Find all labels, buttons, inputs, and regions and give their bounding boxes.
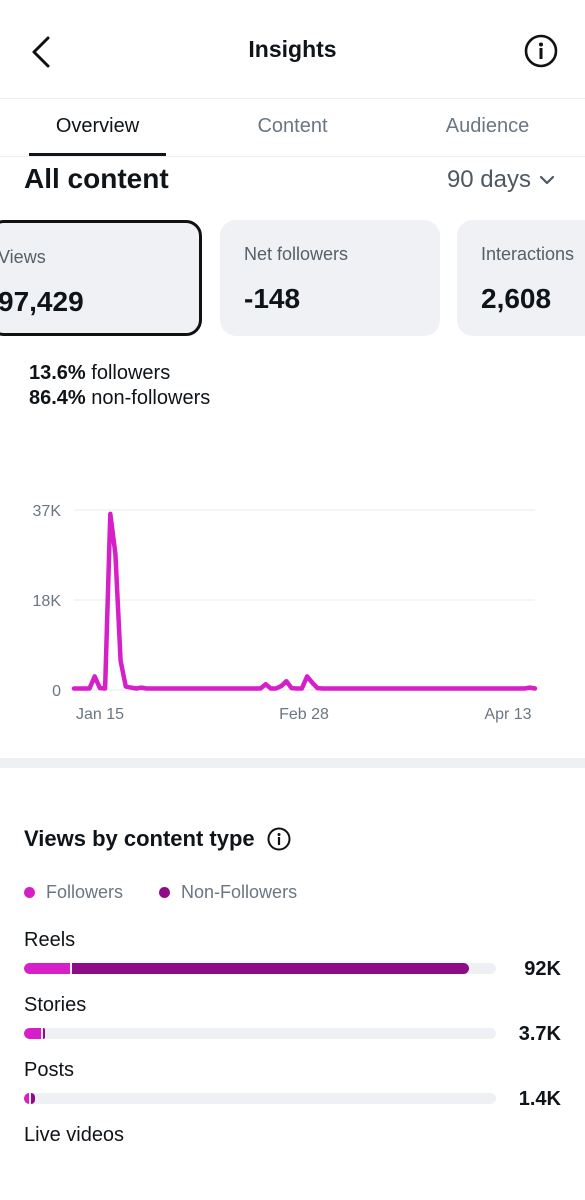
bar-posts	[24, 1093, 496, 1104]
bar-followers-segment	[24, 963, 70, 974]
breakdown-legend: Followers Non-Followers	[24, 882, 297, 903]
y-tick-label: 37K	[33, 503, 62, 520]
tab-audience[interactable]: Audience	[445, 115, 530, 137]
metric-label: Net followers	[244, 244, 349, 264]
metric-value: 2,608	[481, 283, 552, 314]
info-button[interactable]	[524, 34, 558, 68]
legend-followers: Followers	[24, 882, 123, 903]
metric-card-net-followers[interactable]: Net followers -148	[220, 220, 440, 336]
audience-split: 13.6% followers 86.4% non-followers	[29, 361, 210, 411]
row-label-stories: Stories	[24, 994, 87, 1016]
nonfollowers-dot	[159, 887, 171, 898]
followers-dot	[24, 887, 35, 898]
nonfollowers-share: 86.4% non-followers	[29, 387, 211, 409]
date-range-label: 90 days	[446, 166, 531, 193]
tab-bar: Overview Content Audience	[0, 99, 585, 157]
bar-nonfollowers-segment	[31, 1093, 35, 1104]
top-bar: Insights	[0, 0, 585, 99]
bar-nonfollowers-segment	[43, 1028, 45, 1039]
row-label-live-videos: Live videos	[24, 1124, 125, 1146]
row-value-stories: 3.7K	[518, 1023, 561, 1045]
page-title: Insights	[248, 36, 337, 62]
metric-value: 97,429	[0, 286, 84, 317]
section-divider	[0, 758, 585, 768]
x-tick-label: Jan 15	[76, 706, 124, 723]
x-tick-label: Feb 28	[279, 706, 329, 723]
bar-followers-segment	[24, 1093, 29, 1104]
x-tick-label: Apr 13	[484, 706, 531, 723]
info-circle-icon	[524, 34, 558, 68]
y-tick-label: 0	[52, 683, 61, 700]
active-tab-indicator	[29, 153, 166, 156]
section-title: All content	[24, 163, 169, 194]
date-range-dropdown[interactable]: 90 days	[447, 166, 555, 194]
metric-label: Interactions	[481, 244, 575, 264]
metric-label: Views	[0, 247, 46, 267]
back-button[interactable]	[26, 32, 62, 72]
y-tick-label: 18K	[33, 593, 62, 610]
info-circle-icon[interactable]	[267, 827, 291, 851]
metric-card-views[interactable]: Views 97,429	[0, 220, 202, 336]
followers-share: 13.6% followers	[29, 362, 171, 384]
metric-value: -148	[244, 283, 301, 314]
metric-card-interactions[interactable]: Interactions 2,608	[457, 220, 585, 336]
bar-nonfollowers-segment	[72, 963, 469, 974]
legend-nonfollowers: Non-Followers	[159, 882, 297, 903]
tab-overview[interactable]: Overview	[55, 115, 140, 137]
bar-followers-segment	[24, 1028, 41, 1039]
bar-reels	[24, 963, 496, 974]
row-value-posts: 1.4K	[518, 1088, 561, 1110]
breakdown-title: Views by content type	[24, 826, 291, 852]
row-label-reels: Reels	[24, 929, 76, 951]
views-series-line	[71, 511, 538, 691]
row-value-reels: 92K	[524, 958, 561, 980]
tab-content[interactable]: Content	[257, 115, 328, 137]
bar-stories	[24, 1028, 496, 1039]
row-label-posts: Posts	[24, 1059, 75, 1081]
chevron-down-icon	[539, 175, 555, 185]
views-line-chart: 37K 18K 0 Jan 15 Feb 28 Apr 13	[33, 503, 538, 723]
chevron-left-icon	[32, 36, 50, 68]
